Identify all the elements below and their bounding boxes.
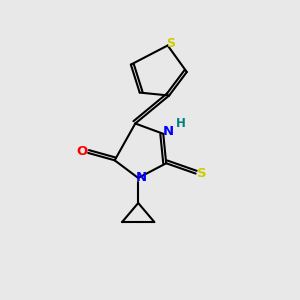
Text: N: N: [136, 172, 147, 184]
Text: S: S: [166, 38, 175, 50]
Text: S: S: [197, 167, 207, 180]
Text: H: H: [176, 117, 186, 130]
Text: N: N: [163, 125, 174, 138]
Text: O: O: [76, 145, 87, 158]
